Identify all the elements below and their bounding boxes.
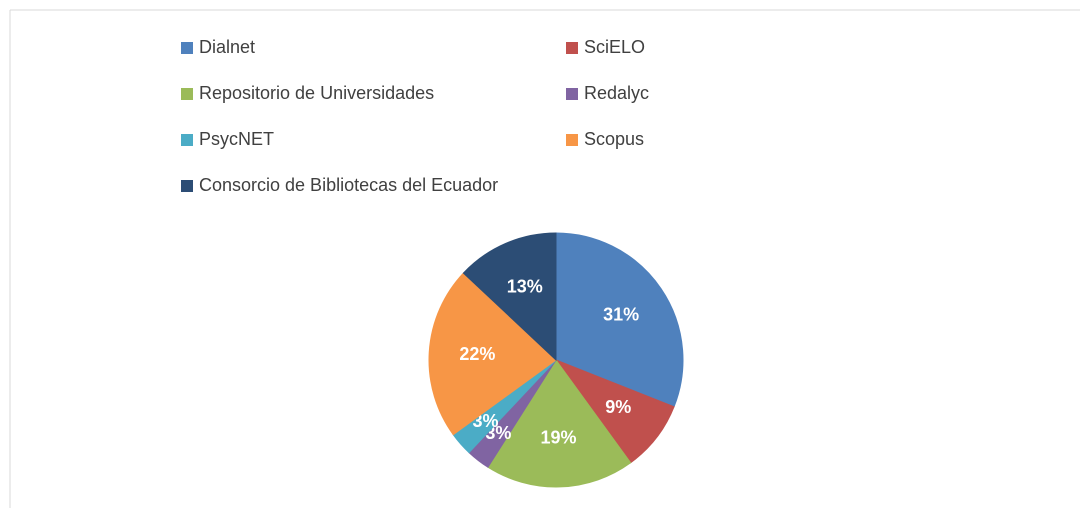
legend-label: PsycNET — [199, 129, 274, 149]
data-label: 22% — [459, 344, 495, 364]
legend-swatch — [566, 42, 578, 54]
legend-swatch — [181, 88, 193, 100]
legend-swatch — [566, 134, 578, 146]
legend-label: Redalyc — [584, 83, 649, 103]
pie-slice — [555, 232, 684, 408]
pie-slice — [487, 359, 632, 488]
legend-swatch — [566, 88, 578, 100]
pie-slice — [428, 272, 557, 436]
legend-label: Dialnet — [199, 37, 255, 57]
legend-label: Consorcio de Bibliotecas del Ecuador — [199, 175, 498, 195]
legend-label: Scopus — [584, 129, 644, 149]
pie-slice — [462, 232, 557, 362]
legend-swatch — [181, 134, 193, 146]
legend-swatch — [181, 42, 193, 54]
legend-swatch — [181, 180, 193, 192]
data-label: 13% — [507, 276, 543, 296]
data-label: 31% — [603, 304, 639, 324]
legend-label: Repositorio de Universidades — [199, 83, 434, 103]
data-label: 9% — [605, 397, 631, 417]
data-label: 19% — [540, 427, 576, 447]
legend-label: SciELO — [584, 37, 645, 57]
